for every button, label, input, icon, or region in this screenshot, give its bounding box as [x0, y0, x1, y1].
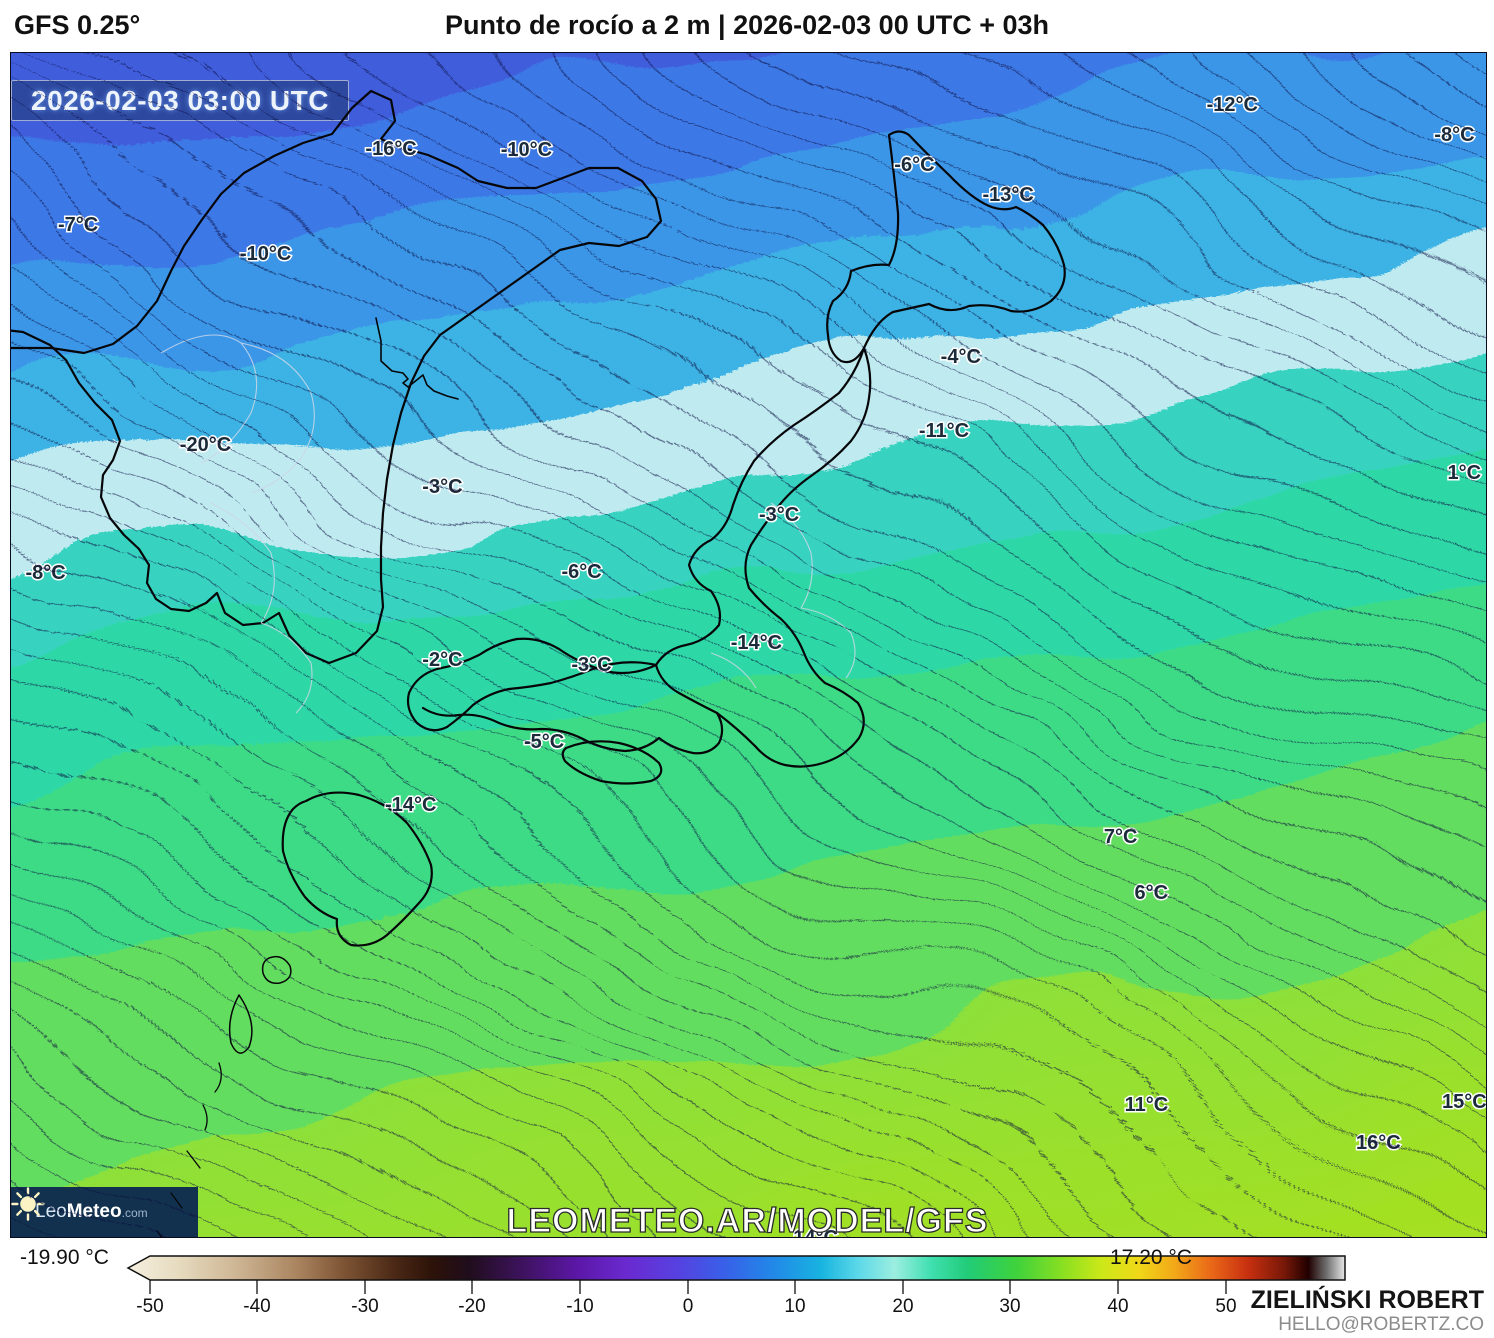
svg-text:-40: -40	[243, 1296, 270, 1317]
svg-text:50: 50	[1215, 1296, 1236, 1317]
svg-text:11°C: 11°C	[1125, 1094, 1169, 1116]
svg-text:-10: -10	[566, 1296, 593, 1317]
svg-text:-3°C: -3°C	[759, 504, 799, 526]
svg-text:-14°C: -14°C	[731, 632, 782, 654]
svg-text:-14°C: -14°C	[385, 794, 436, 816]
svg-text:40: 40	[1107, 1296, 1128, 1317]
svg-text:-20: -20	[458, 1296, 485, 1317]
svg-text:-4°C: -4°C	[941, 346, 981, 368]
svg-text:0: 0	[683, 1296, 694, 1317]
svg-text:-6°C: -6°C	[561, 561, 601, 583]
svg-text:1°C: 1°C	[1448, 462, 1482, 484]
svg-text:20: 20	[892, 1296, 913, 1317]
svg-text:6°C: 6°C	[1135, 882, 1169, 904]
svg-text:-6°C: -6°C	[894, 154, 934, 176]
svg-text:7°C: 7°C	[1104, 826, 1138, 848]
svg-text:-16°C: -16°C	[365, 138, 416, 160]
svg-text:-2°C: -2°C	[422, 649, 462, 671]
svg-text:15°C: 15°C	[1442, 1091, 1486, 1113]
svg-text:-11°C: -11°C	[919, 420, 969, 442]
svg-text:10: 10	[784, 1296, 805, 1317]
svg-text:-10°C: -10°C	[240, 243, 291, 265]
svg-text:-30: -30	[351, 1296, 378, 1317]
svg-text:-12°C: -12°C	[1207, 94, 1258, 116]
svg-text:-13°C: -13°C	[983, 184, 1034, 206]
svg-text:-3°C: -3°C	[422, 476, 462, 498]
svg-text:-20°C: -20°C	[180, 434, 231, 456]
svg-text:-50: -50	[136, 1296, 163, 1317]
svg-text:-7°C: -7°C	[58, 214, 98, 236]
svg-text:16°C: 16°C	[1356, 1132, 1401, 1154]
svg-text:30: 30	[999, 1296, 1020, 1317]
svg-text:-8°C: -8°C	[25, 562, 65, 584]
